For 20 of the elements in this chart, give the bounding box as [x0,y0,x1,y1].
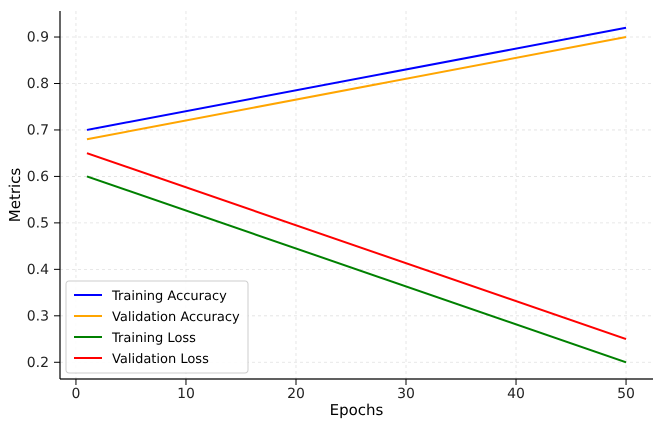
legend-label: Training Loss [111,331,196,346]
y-tick-label: 0.5 [26,215,49,232]
y-tick-label: 0.3 [26,308,49,324]
x-tick-label: 40 [507,386,525,402]
y-tick-label: 0.2 [26,354,49,371]
y-tick-label: 0.7 [26,122,49,138]
y-tick-label: 0.9 [26,30,49,46]
x-tick-label: 50 [617,386,635,402]
legend-label: Training Accuracy [111,289,228,304]
x-tick-label: 20 [287,386,305,402]
y-tick-label: 0.6 [26,168,50,185]
y-axis-title: Metrics [6,168,24,222]
x-axis-title: Epochs [330,401,384,419]
y-tick-label: 0.8 [26,76,49,92]
legend-label: Validation Accuracy [112,310,240,325]
x-tick-label: 0 [71,386,80,402]
x-tick-label: 10 [177,386,195,402]
legend-label: Validation Loss [112,352,210,367]
x-tick-label: 30 [397,386,415,402]
y-tick-label: 0.4 [26,262,50,278]
